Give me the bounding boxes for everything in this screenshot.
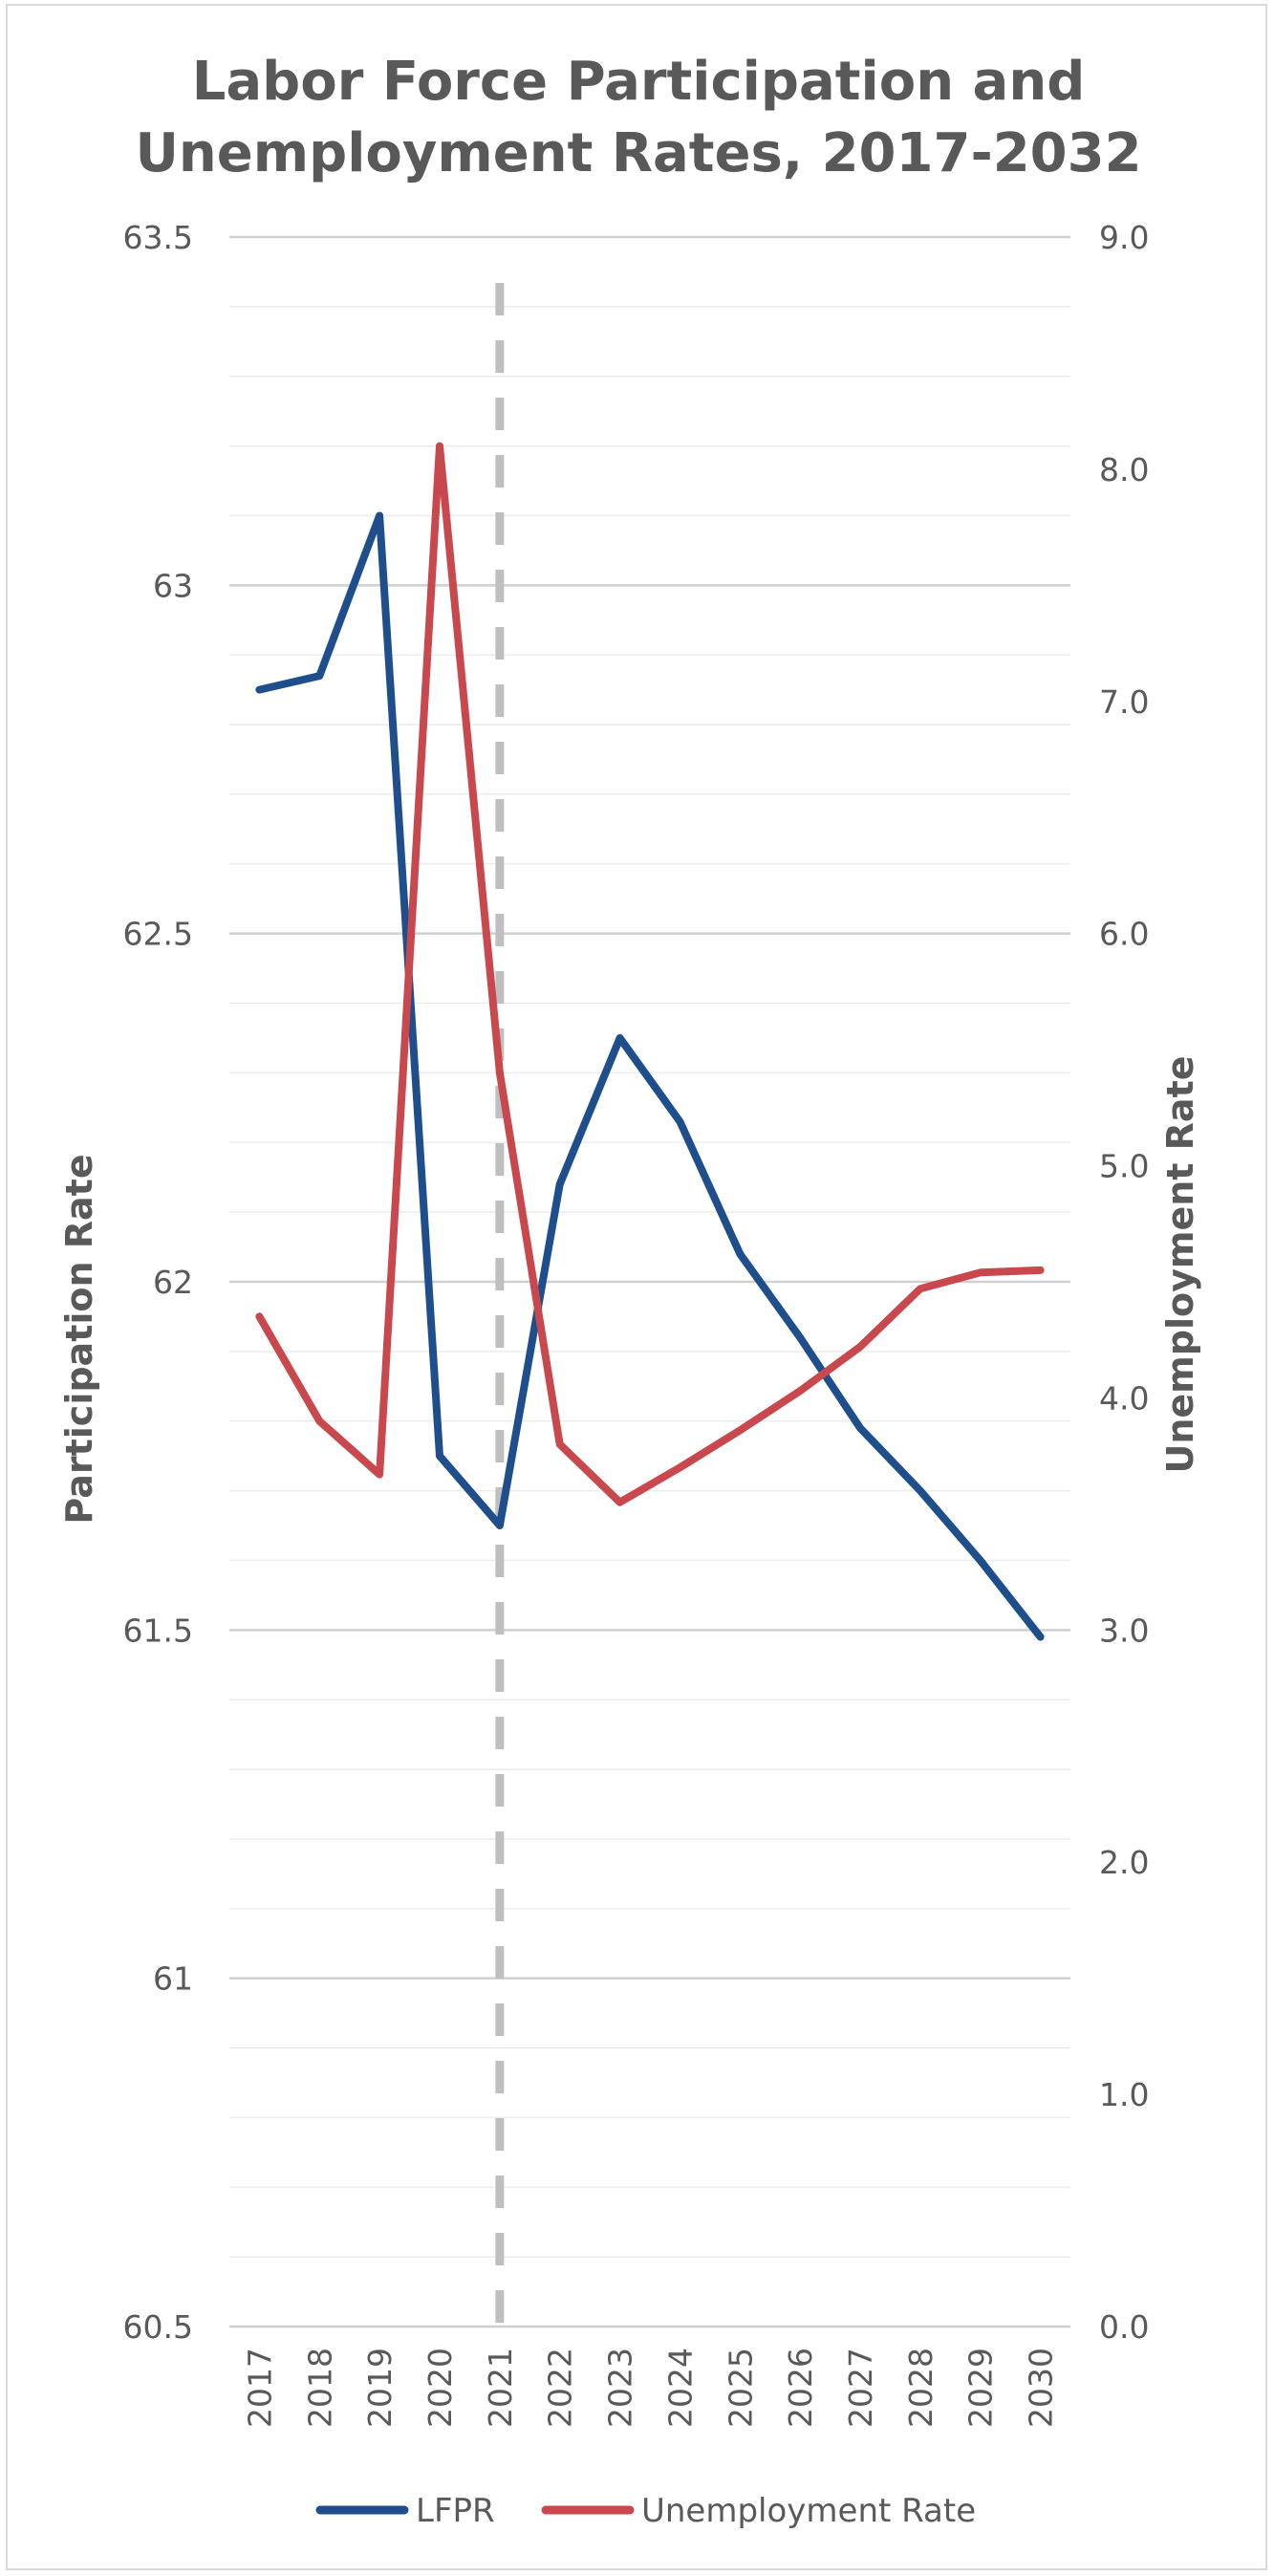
x-tick-label: 2030 bbox=[1023, 2348, 1060, 2428]
x-tick-label: 2019 bbox=[361, 2348, 399, 2428]
right-tick-label: 8.0 bbox=[1099, 451, 1149, 488]
left-tick-label: 62.5 bbox=[123, 916, 193, 953]
chart-frame: Labor Force Participation and Unemployme… bbox=[6, 4, 1267, 2570]
series-line-lfpr bbox=[255, 511, 1045, 1641]
x-tick-label: 2027 bbox=[842, 2348, 879, 2428]
x-tick-label: 2029 bbox=[962, 2348, 1000, 2428]
x-tick-label: 2017 bbox=[241, 2348, 278, 2428]
x-tick-label: 2024 bbox=[661, 2348, 699, 2428]
left-axis-ticks: 60.5 61 61.5 62 62.5 63 63.5 bbox=[123, 219, 193, 2346]
legend-label: Unemployment Rate bbox=[641, 2492, 976, 2530]
chart-title-line-2: Unemployment Rates, 2017-2032 bbox=[135, 122, 1141, 184]
right-tick-label: 9.0 bbox=[1099, 219, 1149, 256]
x-tick-label: 2026 bbox=[782, 2348, 819, 2428]
x-tick-label: 2021 bbox=[482, 2348, 519, 2428]
right-tick-label: 0.0 bbox=[1099, 2308, 1149, 2346]
right-tick-label: 4.0 bbox=[1099, 1379, 1149, 1417]
legend: LFPR Unemployment Rate bbox=[315, 2492, 976, 2530]
left-tick-label: 63 bbox=[153, 567, 193, 604]
x-tick-label: 2018 bbox=[301, 2348, 338, 2428]
chart-title: Labor Force Participation and Unemployme… bbox=[135, 51, 1141, 184]
right-tick-label: 2.0 bbox=[1099, 1844, 1149, 1881]
x-tick-label: 2022 bbox=[542, 2348, 579, 2428]
legend-label: LFPR bbox=[416, 2492, 495, 2530]
x-tick-label: 2028 bbox=[902, 2348, 939, 2428]
line-chart: Labor Force Participation and Unemployme… bbox=[58, 51, 1201, 2530]
left-tick-label: 61.5 bbox=[123, 1612, 193, 1649]
right-tick-label: 6.0 bbox=[1099, 916, 1149, 953]
right-axis-ticks: 0.0 1.0 2.0 3.0 4.0 5.0 6.0 7.0 8.0 9.0 bbox=[1099, 219, 1149, 2346]
x-tick-label: 2025 bbox=[722, 2348, 759, 2428]
right-tick-label: 3.0 bbox=[1099, 1612, 1149, 1649]
x-tick-label: 2023 bbox=[602, 2348, 639, 2428]
left-tick-label: 63.5 bbox=[123, 219, 193, 256]
series-lines bbox=[255, 442, 1045, 1641]
x-axis-ticks: 2017 2018 2019 2020 2021 2022 2023 2024 2025 2026… bbox=[241, 2348, 1059, 2428]
right-tick-label: 1.0 bbox=[1099, 2076, 1149, 2113]
left-tick-label: 62 bbox=[153, 1264, 193, 1301]
right-axis-title: Unemployment Rate bbox=[1159, 1055, 1201, 1473]
left-axis-title: Participation Rate bbox=[58, 1154, 100, 1524]
right-tick-label: 5.0 bbox=[1099, 1148, 1149, 1185]
x-tick-label: 2020 bbox=[421, 2348, 459, 2428]
left-tick-label: 60.5 bbox=[123, 2308, 193, 2346]
gridlines bbox=[229, 235, 1070, 2328]
left-tick-label: 61 bbox=[153, 1960, 193, 1998]
right-tick-label: 7.0 bbox=[1099, 683, 1149, 721]
series-line-unemployment-rate bbox=[255, 442, 1045, 1506]
chart-title-line-1: Labor Force Participation and bbox=[192, 51, 1086, 113]
